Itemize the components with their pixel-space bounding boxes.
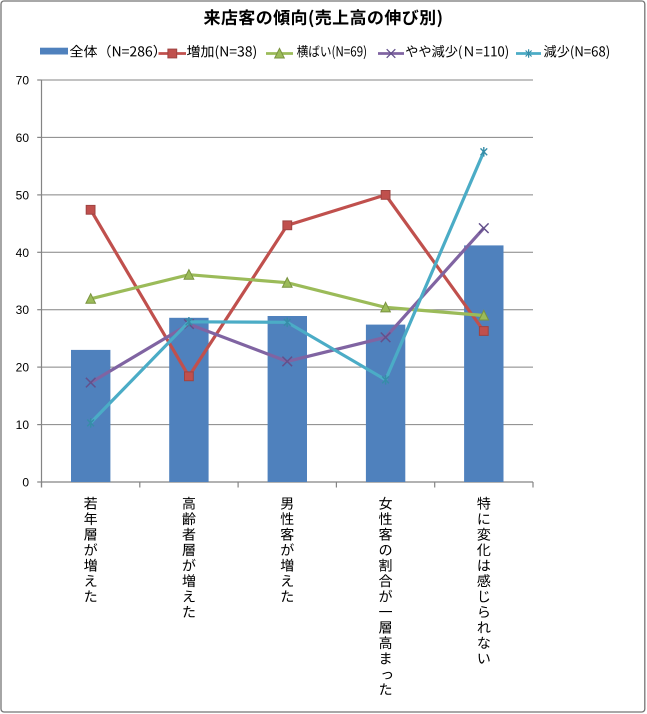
svg-text:30: 30 [16, 303, 30, 317]
svg-text:40: 40 [16, 246, 30, 260]
svg-text:0: 0 [22, 476, 29, 490]
svg-text:70: 70 [16, 74, 30, 88]
svg-text:10: 10 [16, 418, 30, 432]
svg-text:50: 50 [16, 188, 30, 202]
svg-text:20: 20 [16, 361, 30, 375]
svg-text:60: 60 [16, 131, 30, 145]
